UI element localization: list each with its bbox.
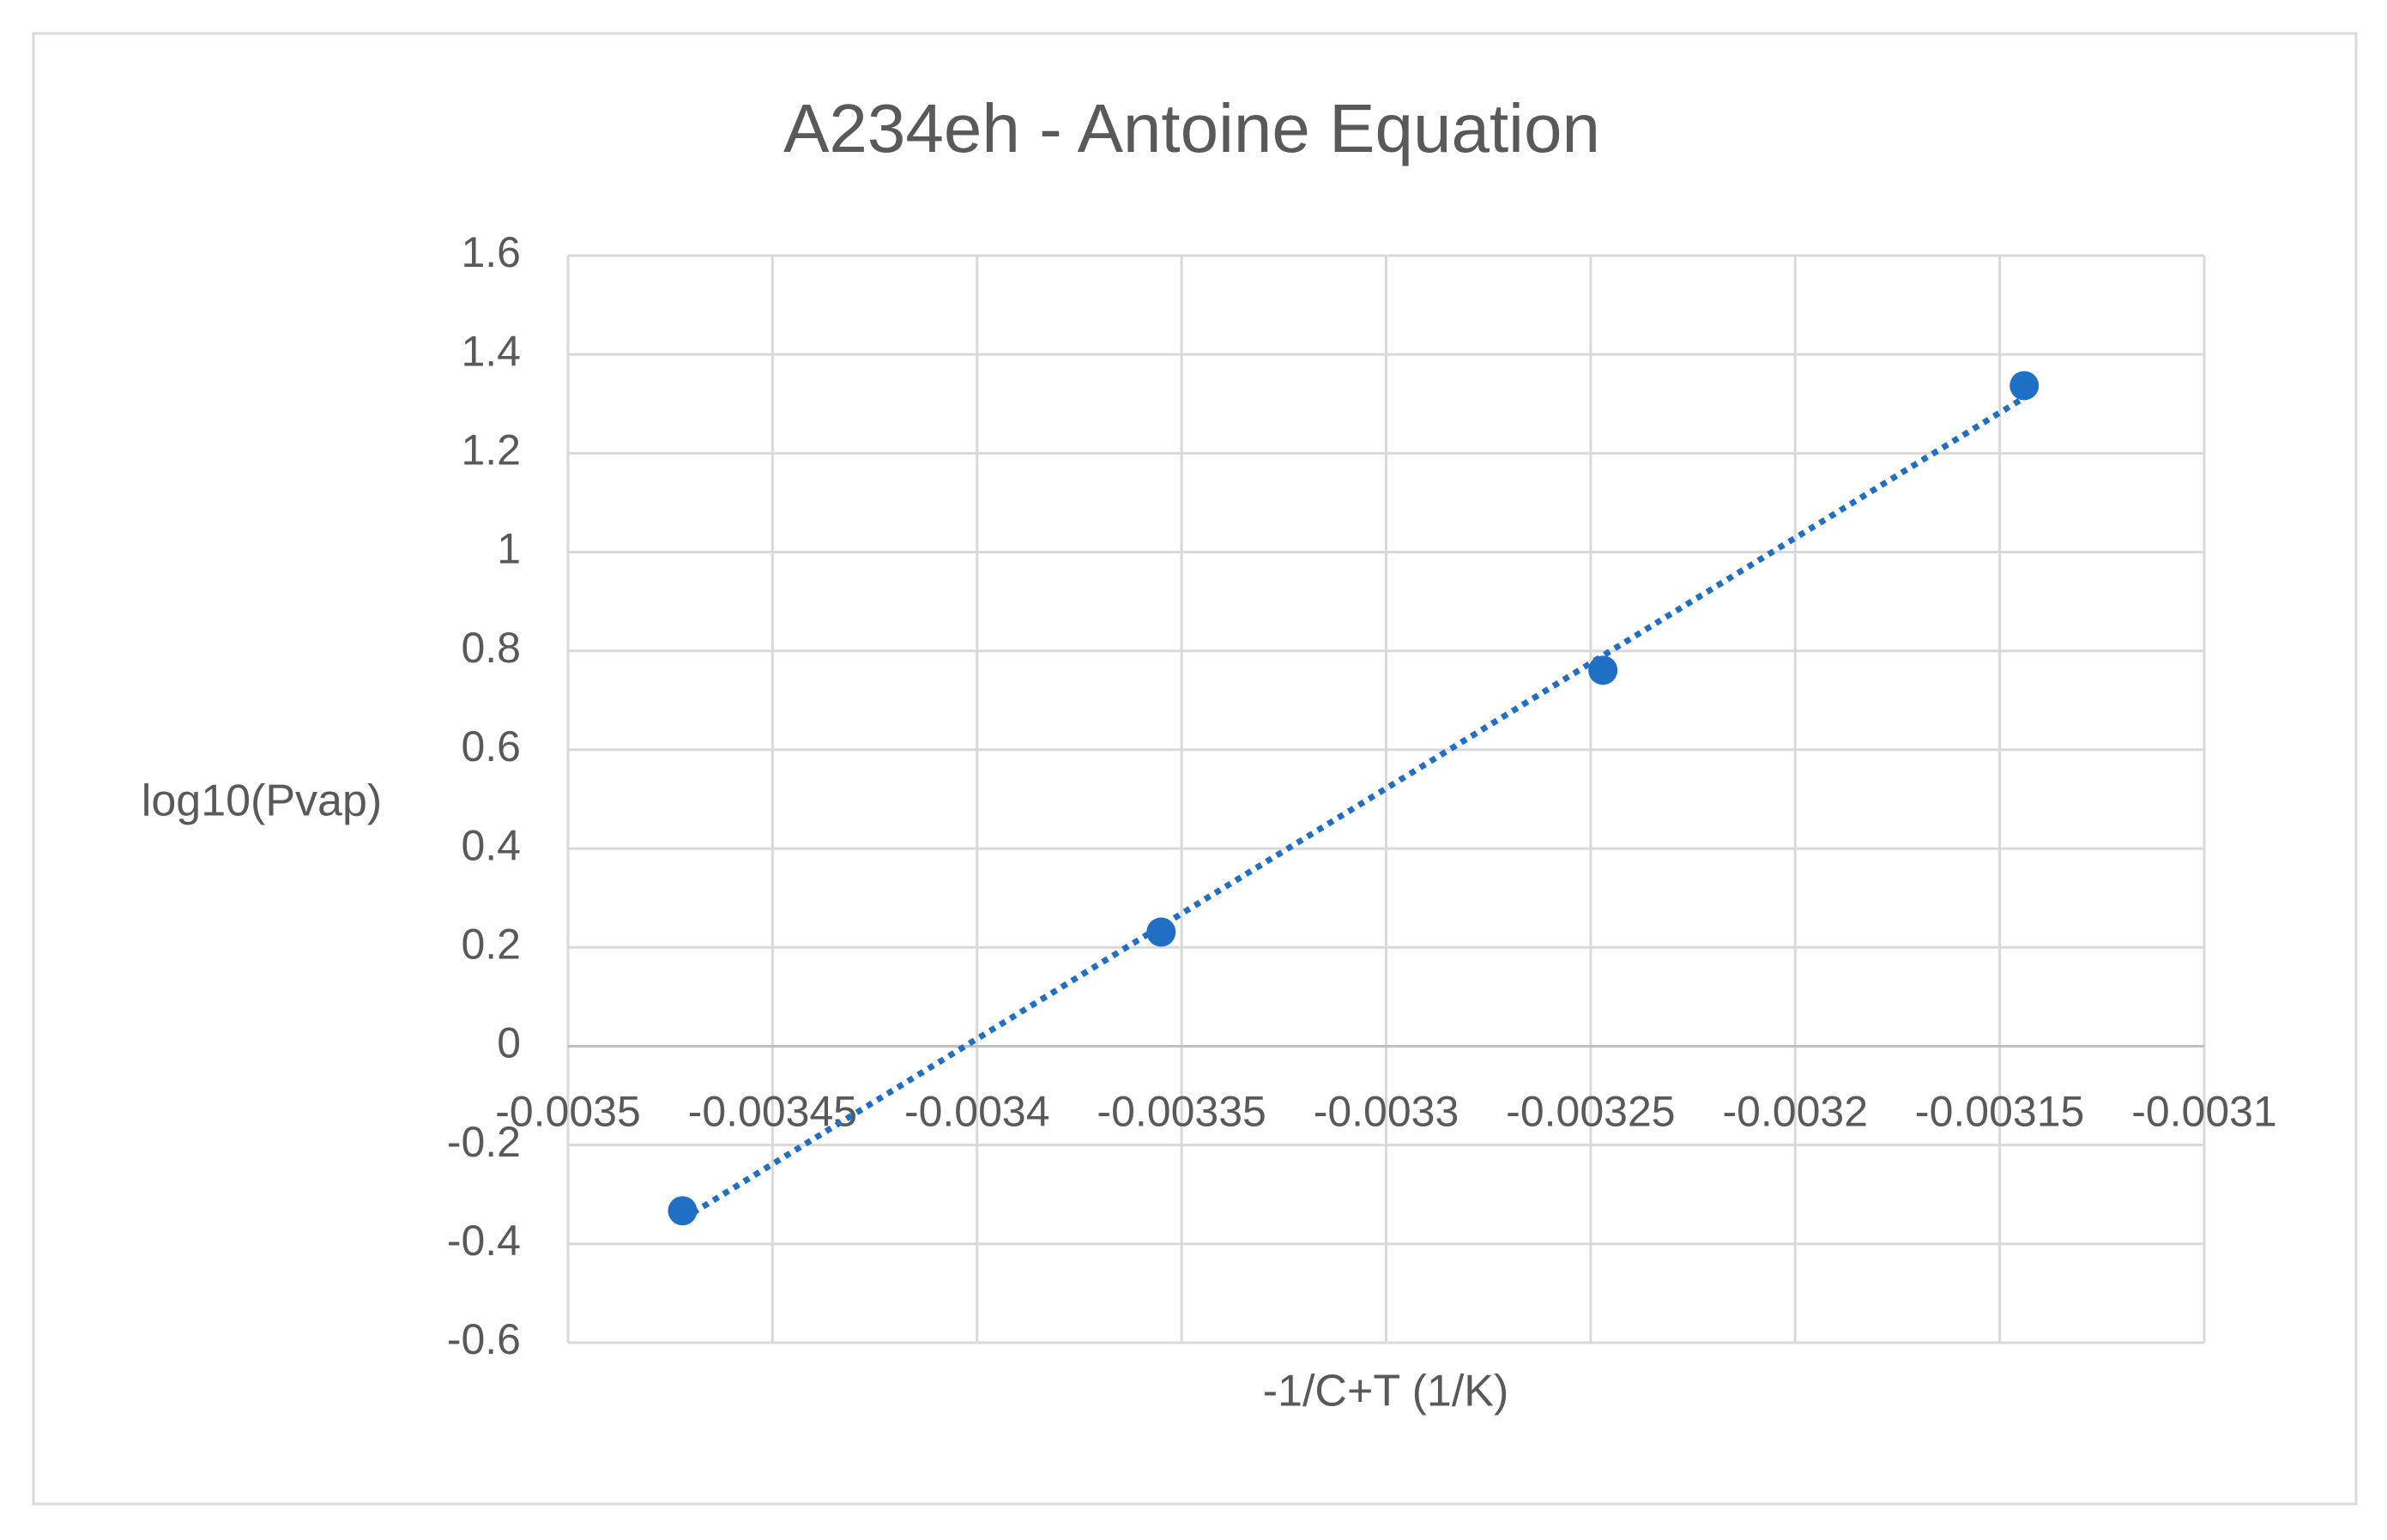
x-tick-label: -0.00315 xyxy=(1915,1088,2084,1136)
x-tick-label: -0.00335 xyxy=(1097,1088,1266,1136)
y-tick-label: -0.6 xyxy=(447,1315,521,1363)
x-tick-label: -0.0034 xyxy=(904,1088,1050,1136)
data-point xyxy=(1146,917,1176,947)
chart-frame xyxy=(32,32,2358,1506)
y-tick-label: 0.4 xyxy=(461,821,521,869)
data-point xyxy=(668,1196,698,1226)
x-tick-label: -0.0033 xyxy=(1314,1088,1459,1136)
y-tick-label: -0.2 xyxy=(447,1118,521,1166)
x-tick-label: -0.0032 xyxy=(1722,1088,1868,1136)
chart-title: A234eh - Antoine Equation xyxy=(783,90,1600,166)
y-tick-label: 1.4 xyxy=(461,327,521,375)
x-tick-label: -0.0031 xyxy=(2131,1088,2277,1136)
y-tick-label: 0.8 xyxy=(461,624,521,672)
trendline xyxy=(680,395,2027,1223)
y-tick-label: -0.4 xyxy=(447,1217,521,1265)
y-axis-label: log10(Pvap) xyxy=(142,776,382,826)
y-tick-label: 0.6 xyxy=(461,722,521,770)
data-point xyxy=(2009,371,2040,401)
y-tick-label: 1.2 xyxy=(461,426,521,474)
x-tick-label: -0.00345 xyxy=(688,1088,857,1136)
x-axis-label: -1/C+T (1/K) xyxy=(1263,1367,1509,1416)
x-tick-label: -0.00325 xyxy=(1506,1088,1675,1136)
y-tick-label: 0.2 xyxy=(461,920,521,968)
y-tick-label: 0 xyxy=(497,1019,521,1067)
data-point xyxy=(1588,655,1618,685)
y-tick-label: 1 xyxy=(497,525,521,573)
y-tick-label: 1.6 xyxy=(461,228,521,276)
x-tick-label: -0.0035 xyxy=(495,1088,641,1136)
